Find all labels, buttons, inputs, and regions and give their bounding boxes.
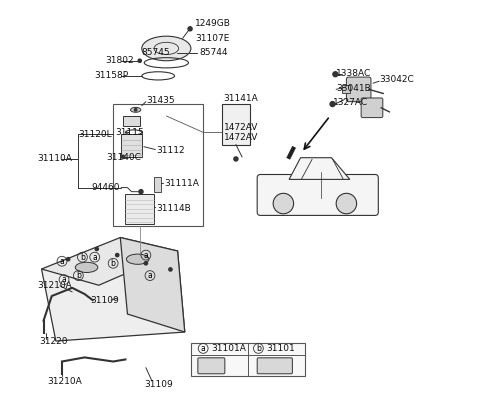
Text: 31210A: 31210A bbox=[48, 377, 83, 386]
Text: b: b bbox=[80, 253, 85, 262]
Text: b: b bbox=[111, 259, 116, 268]
Circle shape bbox=[234, 157, 238, 161]
Text: a: a bbox=[144, 250, 148, 260]
FancyBboxPatch shape bbox=[257, 175, 378, 215]
Text: 31141A: 31141A bbox=[224, 94, 258, 103]
Text: 1338AC: 1338AC bbox=[336, 68, 372, 77]
Ellipse shape bbox=[75, 262, 98, 272]
Text: 31101: 31101 bbox=[266, 344, 295, 353]
Circle shape bbox=[188, 27, 192, 31]
FancyBboxPatch shape bbox=[123, 116, 140, 126]
FancyBboxPatch shape bbox=[198, 358, 225, 374]
Polygon shape bbox=[42, 237, 178, 285]
Text: 31114B: 31114B bbox=[156, 204, 191, 213]
Ellipse shape bbox=[131, 108, 141, 112]
FancyBboxPatch shape bbox=[257, 358, 292, 374]
FancyBboxPatch shape bbox=[191, 343, 305, 376]
Text: 33042C: 33042C bbox=[379, 75, 414, 84]
Text: 31107E: 31107E bbox=[195, 34, 229, 43]
Circle shape bbox=[121, 155, 125, 159]
Text: 31120L: 31120L bbox=[78, 130, 112, 139]
Text: 85744: 85744 bbox=[199, 48, 228, 57]
Circle shape bbox=[116, 253, 119, 257]
Polygon shape bbox=[120, 237, 185, 332]
Text: a: a bbox=[92, 253, 97, 262]
Text: 31110A: 31110A bbox=[37, 154, 72, 164]
Circle shape bbox=[330, 102, 335, 107]
Ellipse shape bbox=[142, 36, 191, 61]
Text: 31158P: 31158P bbox=[95, 71, 129, 80]
Text: 31435: 31435 bbox=[146, 96, 175, 105]
FancyBboxPatch shape bbox=[222, 104, 250, 145]
Circle shape bbox=[95, 247, 98, 250]
Text: a: a bbox=[60, 257, 64, 266]
Text: 33041B: 33041B bbox=[336, 84, 371, 93]
Circle shape bbox=[138, 59, 142, 62]
FancyBboxPatch shape bbox=[342, 85, 349, 94]
FancyBboxPatch shape bbox=[121, 134, 142, 157]
Text: a: a bbox=[147, 271, 152, 280]
Text: 31111A: 31111A bbox=[164, 179, 199, 188]
Text: 85745: 85745 bbox=[142, 48, 170, 57]
Polygon shape bbox=[289, 158, 350, 179]
Circle shape bbox=[139, 190, 143, 194]
Text: 31101A: 31101A bbox=[211, 344, 246, 353]
Text: 94460: 94460 bbox=[92, 183, 120, 192]
Polygon shape bbox=[42, 251, 185, 341]
Circle shape bbox=[169, 268, 172, 271]
Circle shape bbox=[336, 193, 357, 214]
Text: 1472AV: 1472AV bbox=[224, 123, 258, 132]
Text: b: b bbox=[76, 271, 81, 280]
Text: 31220: 31220 bbox=[39, 337, 68, 346]
Circle shape bbox=[144, 262, 147, 265]
Text: 31210A: 31210A bbox=[37, 281, 72, 290]
Text: 31115: 31115 bbox=[115, 128, 144, 137]
Text: b: b bbox=[256, 344, 261, 353]
Text: 1327AC: 1327AC bbox=[333, 98, 369, 108]
FancyBboxPatch shape bbox=[347, 77, 371, 102]
Circle shape bbox=[134, 109, 137, 111]
FancyBboxPatch shape bbox=[125, 194, 154, 225]
Text: 31802: 31802 bbox=[105, 56, 133, 65]
Text: 31109: 31109 bbox=[144, 379, 173, 389]
Text: a: a bbox=[201, 344, 205, 353]
Text: 31109: 31109 bbox=[91, 296, 120, 304]
FancyBboxPatch shape bbox=[154, 177, 161, 192]
Text: 31112: 31112 bbox=[156, 146, 185, 155]
Circle shape bbox=[333, 72, 338, 77]
Text: 1249GB: 1249GB bbox=[195, 19, 231, 28]
Circle shape bbox=[67, 258, 70, 261]
Text: a: a bbox=[61, 275, 66, 284]
FancyBboxPatch shape bbox=[361, 98, 383, 117]
Circle shape bbox=[273, 193, 294, 214]
Text: 31140C: 31140C bbox=[107, 153, 142, 162]
Ellipse shape bbox=[126, 254, 149, 265]
Text: 1472AV: 1472AV bbox=[224, 133, 258, 142]
